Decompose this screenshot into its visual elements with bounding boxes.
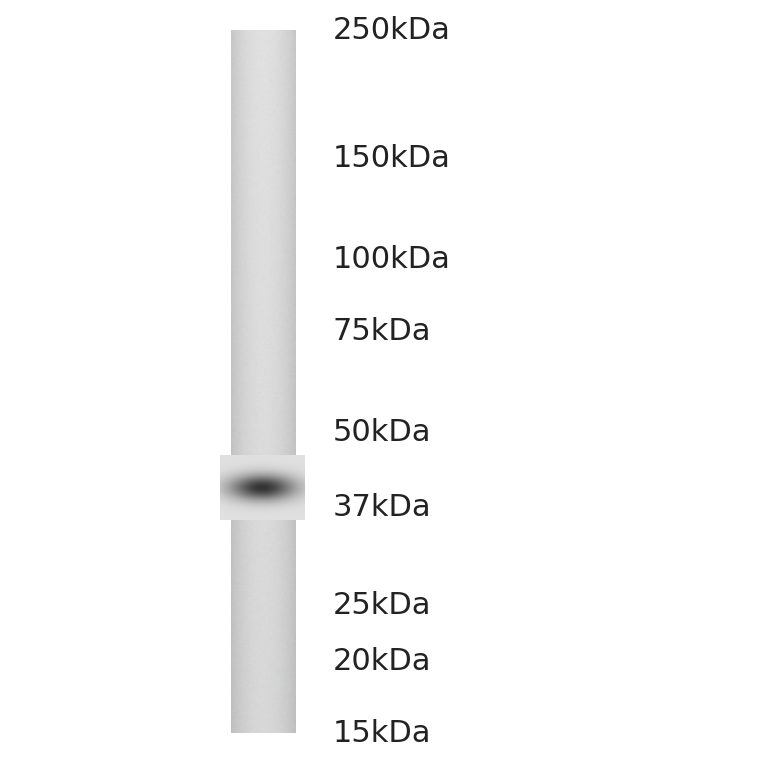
Text: 100kDa: 100kDa (332, 245, 450, 274)
Text: 20kDa: 20kDa (332, 647, 431, 676)
Text: 150kDa: 150kDa (332, 144, 450, 173)
Text: 75kDa: 75kDa (332, 317, 431, 346)
Text: 25kDa: 25kDa (332, 591, 431, 620)
Text: 15kDa: 15kDa (332, 719, 431, 748)
Text: 37kDa: 37kDa (332, 494, 431, 523)
Text: 50kDa: 50kDa (332, 418, 431, 447)
Text: 250kDa: 250kDa (332, 16, 450, 45)
